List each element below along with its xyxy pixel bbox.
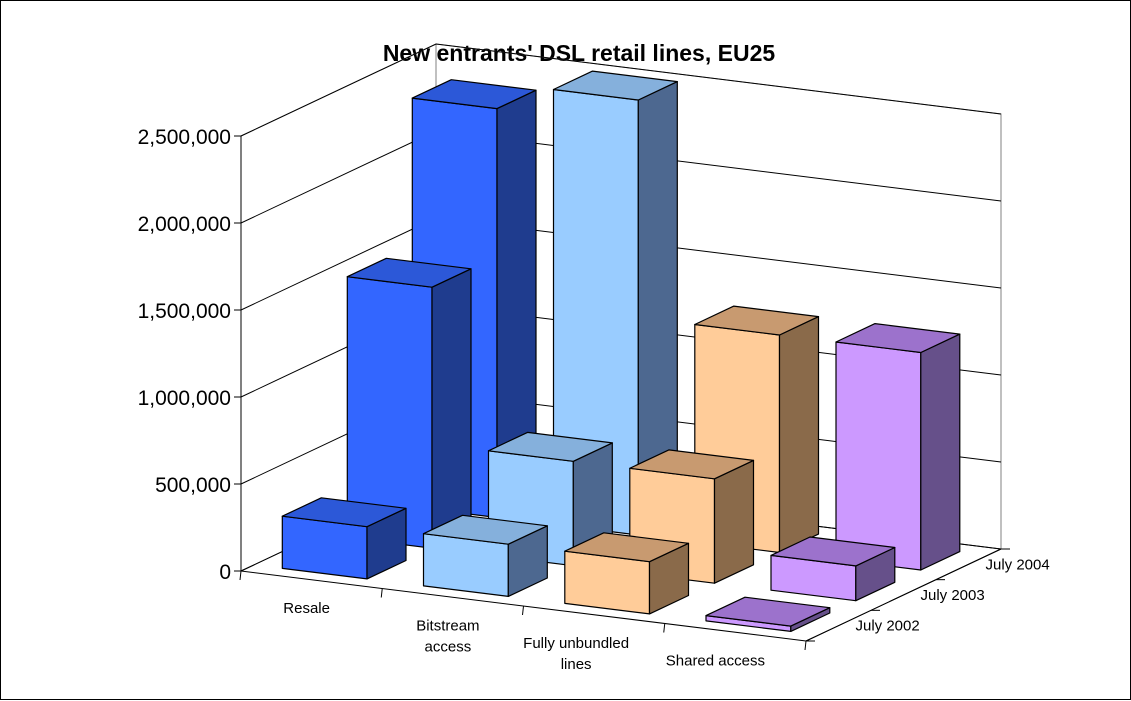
x-tick-mark [239,570,242,581]
bar-side-face [431,268,472,549]
bar-front-face [835,341,922,571]
x-tick-label: Fully unbundled lines [523,635,629,673]
depth-axis-line [805,548,1002,642]
x-tick-label: Resale [283,600,330,617]
bar [705,596,831,633]
bar [422,514,548,598]
depth-tick-label: July 2004 [986,556,1050,573]
depth-tick-label: July 2002 [856,618,920,635]
x-tick-mark [522,605,524,616]
bar [281,497,407,580]
x-tick-mark [380,588,383,598]
y-tick-label: 2,000,000 [138,213,231,236]
bar-top-face [705,596,831,627]
bar-side-face [713,459,755,584]
bar-top-face [552,70,678,101]
bar [552,70,678,536]
bar-top-face [422,514,548,545]
bar-top-face [629,449,755,480]
y-tick-label: 0 [219,561,231,584]
bar [346,257,472,549]
bar-top-face [281,497,407,528]
y-tick-label: 2,500,000 [138,126,231,149]
x-tick-mark [663,623,666,633]
bar-top-face [564,532,690,563]
bar [835,323,961,571]
bar-side-face [920,333,961,571]
bar-top-face [487,431,613,462]
x-tick-label: Shared access [666,652,765,669]
x-axis-ticks: Resale Bitstream access Fully unbundled line… [239,570,807,673]
bars [281,70,961,633]
bar-top-face [411,79,537,110]
y-axis-ticks: 0 500,000 1,000,000 1,500,000 2,000,000 2,500… [138,126,241,584]
gridline [240,43,1002,137]
bar-side-face [778,316,820,554]
bar-top-face [770,536,896,567]
x-tick-label: Bitstream access [416,617,479,655]
bar-top-face [835,323,961,354]
y-tick-label: 1,000,000 [138,387,231,410]
bar [770,536,896,602]
bar-top-face [694,305,820,336]
x-tick-mark [804,640,807,651]
bar [564,532,690,615]
depth-tick-label: July 2003 [921,587,985,604]
y-tick-label: 1,500,000 [138,300,231,323]
y-tick-label: 500,000 [155,474,231,497]
bar-top-face [346,257,472,288]
